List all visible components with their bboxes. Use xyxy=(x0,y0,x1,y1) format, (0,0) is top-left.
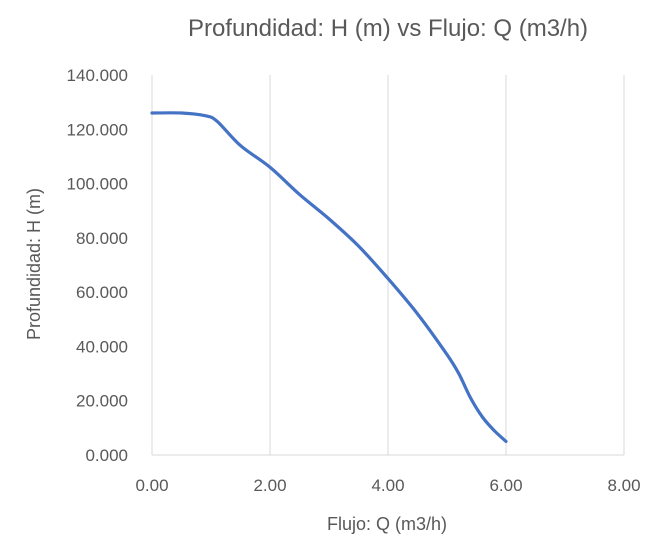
x-tick-label: 6.00 xyxy=(489,476,522,495)
series-line-0 xyxy=(150,111,508,444)
y-tick-label: 140.000 xyxy=(67,66,128,85)
y-tick-label: 60.000 xyxy=(76,283,128,302)
x-tick-label: 4.00 xyxy=(371,476,404,495)
series-layer xyxy=(150,111,508,444)
x-axis-label: Flujo: Q (m3/h) xyxy=(327,514,447,534)
y-tick-label: 40.000 xyxy=(76,337,128,356)
grid xyxy=(151,75,625,456)
y-axis-label: Profundidad: H (m) xyxy=(24,188,44,340)
y-tick-label: 100.000 xyxy=(67,175,128,194)
x-axis-ticks: 0.00 2.00 4.00 6.00 8.00 xyxy=(135,476,640,495)
x-tick-label: 2.00 xyxy=(253,476,286,495)
x-tick-label: 8.00 xyxy=(607,476,640,495)
x-tick-label: 0.00 xyxy=(135,476,168,495)
y-tick-label: 120.000 xyxy=(67,120,128,139)
y-axis-ticks: 0.000 20.000 40.000 60.000 80.000 100.000 120.… xyxy=(67,66,128,465)
chart-title: Profundidad: H (m) vs Flujo: Q (m3/h) xyxy=(188,15,588,42)
y-tick-label: 80.000 xyxy=(76,229,128,248)
y-tick-label: 0.000 xyxy=(85,446,128,465)
y-tick-label: 20.000 xyxy=(76,392,128,411)
